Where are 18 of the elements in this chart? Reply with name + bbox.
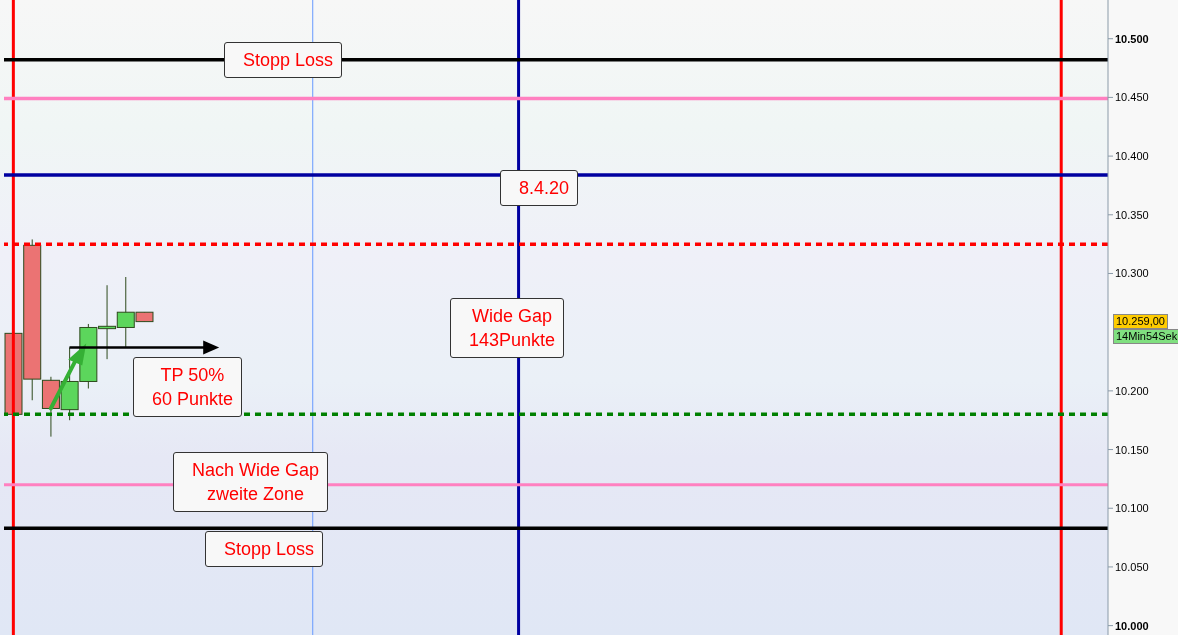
ref-line-label: Nach Wide Gap zweite Zone <box>172 451 328 512</box>
y-tick-label: 10.150 <box>1115 443 1149 456</box>
y-tick-label: 10.350 <box>1115 208 1149 221</box>
y-tick-label: 10.500 <box>1115 32 1149 45</box>
y-tick-label: 10.100 <box>1115 502 1149 515</box>
y-tick-label: 10.000 <box>1115 619 1149 632</box>
y-tick-label: 10.050 <box>1115 560 1149 573</box>
text: 14Min54Sek <box>1113 328 1178 344</box>
annotation: Wide Gap 143Punkte <box>449 298 564 358</box>
ref-line-label: Stopp Loss <box>204 531 323 568</box>
annotation: TP 50% 60 Punkte <box>132 357 242 418</box>
y-tick-label: 10.400 <box>1115 150 1149 163</box>
ref-line-label: 8.4.20 <box>499 169 578 206</box>
ref-line-label: Stopp Loss <box>223 41 342 78</box>
text: 10.259,00 <box>1113 313 1168 329</box>
y-tick-label: 10.300 <box>1115 267 1149 280</box>
y-tick-label: 10.450 <box>1115 91 1149 104</box>
y-tick-label: 10.200 <box>1115 384 1149 397</box>
